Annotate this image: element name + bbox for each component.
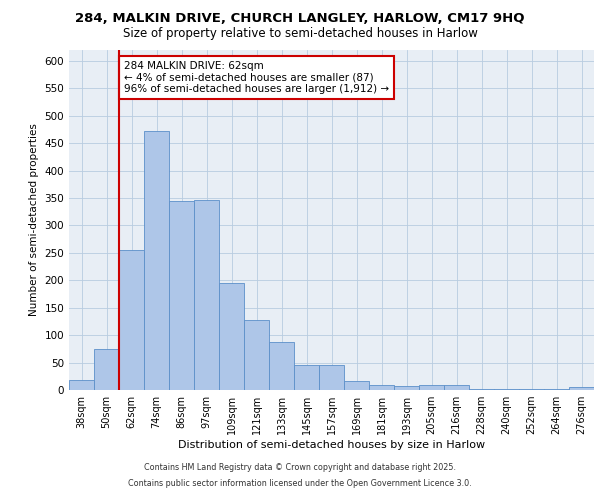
- Bar: [494, 389, 519, 390]
- Bar: [419, 385, 444, 390]
- Bar: [444, 385, 469, 390]
- Text: 284 MALKIN DRIVE: 62sqm
← 4% of semi-detached houses are smaller (87)
96% of sem: 284 MALKIN DRIVE: 62sqm ← 4% of semi-det…: [124, 61, 389, 94]
- Bar: [144, 131, 169, 390]
- Bar: [94, 350, 119, 390]
- X-axis label: Distribution of semi-detached houses by size in Harlow: Distribution of semi-detached houses by …: [178, 440, 485, 450]
- Bar: [119, 250, 144, 390]
- Bar: [169, 202, 194, 390]
- Bar: [269, 342, 294, 390]
- Bar: [319, 365, 344, 390]
- Bar: [369, 385, 394, 390]
- Bar: [469, 389, 494, 390]
- Bar: [394, 386, 419, 390]
- Text: Size of property relative to semi-detached houses in Harlow: Size of property relative to semi-detach…: [122, 28, 478, 40]
- Y-axis label: Number of semi-detached properties: Number of semi-detached properties: [29, 124, 39, 316]
- Bar: [344, 380, 369, 390]
- Bar: [244, 320, 269, 390]
- Bar: [194, 200, 219, 390]
- Text: Contains public sector information licensed under the Open Government Licence 3.: Contains public sector information licen…: [128, 478, 472, 488]
- Bar: [569, 388, 594, 390]
- Bar: [69, 380, 94, 390]
- Text: Contains HM Land Registry data © Crown copyright and database right 2025.: Contains HM Land Registry data © Crown c…: [144, 464, 456, 472]
- Text: 284, MALKIN DRIVE, CHURCH LANGLEY, HARLOW, CM17 9HQ: 284, MALKIN DRIVE, CHURCH LANGLEY, HARLO…: [75, 12, 525, 26]
- Bar: [294, 365, 319, 390]
- Bar: [219, 282, 244, 390]
